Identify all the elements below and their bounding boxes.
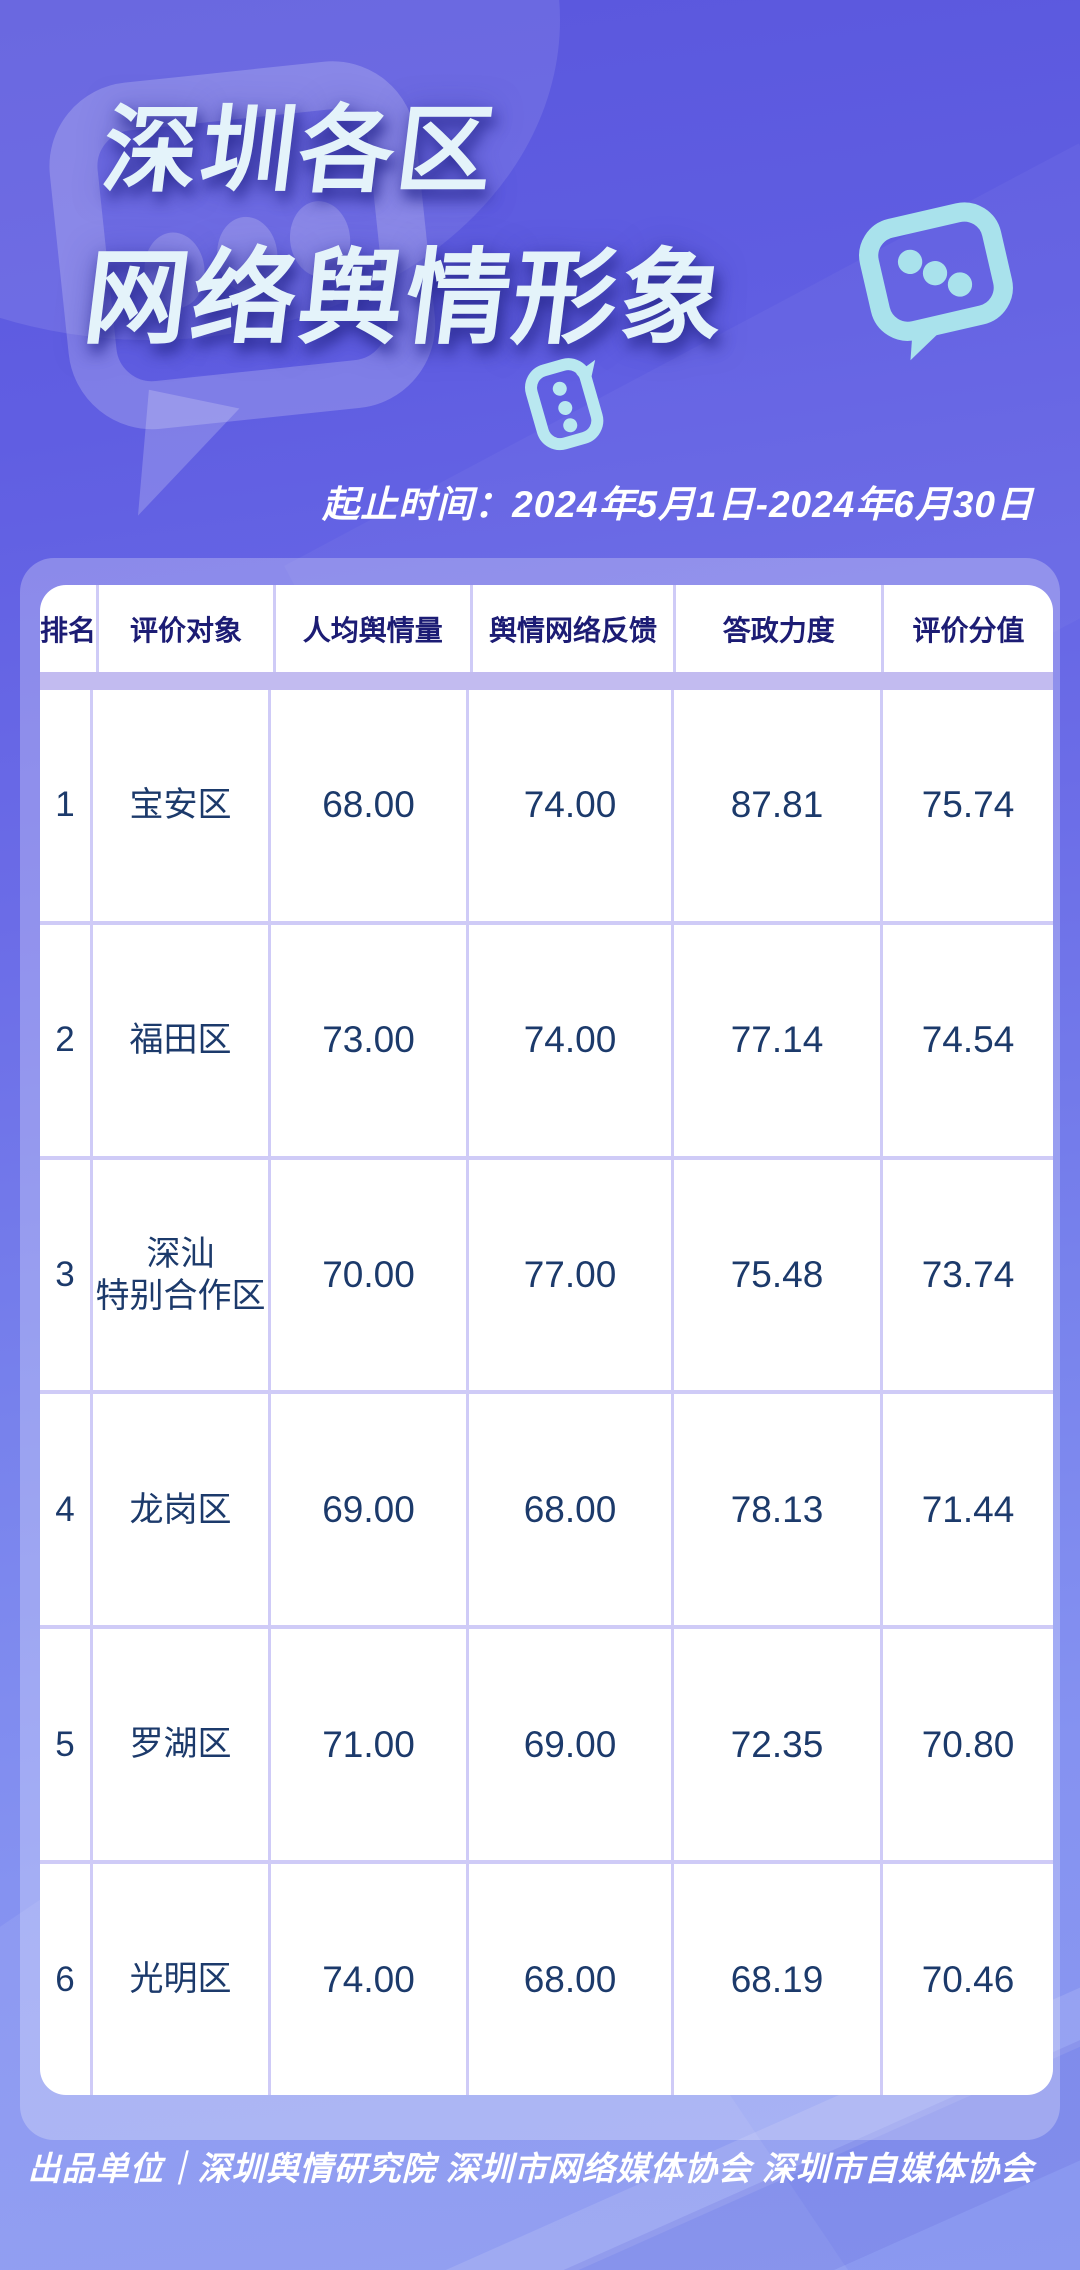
table-row: 3 深汕 特别合作区 70.00 77.00 75.48 73.74 [40,1159,1053,1395]
volume-cell: 68.00 [271,690,469,921]
header-divider-bar [40,672,1053,690]
feedback-cell: 74.00 [469,690,674,921]
ranking-table: 排名 评价对象 人均舆情量 舆情网络反馈 答政力度 评价分值 1 宝安区 68.… [40,585,1053,2095]
column-header-response: 答政力度 [676,585,885,672]
district-cell: 深汕 特别合作区 [93,1159,271,1391]
feedback-cell: 74.00 [469,924,674,1156]
rank-cell: 6 [40,1864,93,2095]
rank-cell: 5 [40,1629,93,1861]
feedback-cell: 68.00 [469,1864,674,2095]
column-header-feedback: 舆情网络反馈 [473,585,677,672]
table-row: 1 宝安区 68.00 74.00 87.81 75.74 [40,690,1053,925]
district-cell: 龙岗区 [93,1394,271,1626]
table-row: 4 龙岗区 69.00 68.00 78.13 71.44 [40,1394,1053,1630]
response-cell: 72.35 [674,1629,883,1861]
score-cell: 71.44 [921,1488,1015,1530]
column-header-volume: 人均舆情量 [276,585,473,672]
title-line-2: 网络舆情形象 [78,241,735,357]
volume-cell: 73.00 [271,924,469,1156]
rank-cell: 3 [40,1159,93,1391]
volume-cell: 74.00 [271,1864,469,2095]
response-cell: 68.19 [674,1864,883,2095]
district-cell: 宝安区 [93,690,271,921]
feedback-cell: 69.00 [469,1629,674,1861]
score-cell: 70.46 [921,1958,1015,2000]
response-cell: 77.14 [674,924,883,1156]
credit-line: 出品单位｜深圳舆情研究院 深圳市网络媒体协会 深圳市自媒体协会 [27,2150,1034,2187]
page-title: 深圳各区 网络舆情形象 [78,98,751,357]
score-cell: 70.80 [921,1723,1015,1765]
date-range-label: 起止时间：2024年5月1日-2024年6月30日 [322,484,1034,525]
district-cell: 罗湖区 [93,1629,271,1861]
district-cell: 福田区 [93,924,271,1156]
column-header-rank: 排名 [40,585,100,672]
rank-cell: 4 [40,1394,93,1626]
feedback-cell: 68.00 [469,1394,674,1626]
feedback-cell: 77.00 [469,1159,674,1391]
table-row: 6 光明区 74.00 68.00 68.19 70.46 [40,1864,1053,2095]
table-header-row: 排名 评价对象 人均舆情量 舆情网络反馈 答政力度 评价分值 [40,585,1053,672]
district-cell: 光明区 [93,1864,271,2095]
chat-bubble-three-dots-icon [859,202,1013,361]
response-cell: 78.13 [674,1394,883,1626]
volume-cell: 71.00 [271,1629,469,1861]
score-cell: 73.74 [921,1254,1015,1296]
title-line-1: 深圳各区 [96,98,502,204]
column-header-score: 评价分值 [912,614,1025,646]
rank-cell: 2 [40,924,93,1156]
volume-cell: 70.00 [271,1159,469,1391]
score-cell: 75.74 [921,784,1015,826]
response-cell: 87.81 [674,690,883,921]
column-header-district: 评价对象 [99,585,276,672]
volume-cell: 69.00 [271,1394,469,1626]
tilted-chat-bubble-icon [525,358,604,451]
rank-cell: 1 [40,690,93,921]
score-cell: 74.54 [921,1019,1015,1061]
response-cell: 75.48 [674,1159,883,1391]
table-row: 2 福田区 73.00 74.00 77.14 74.54 [40,924,1053,1160]
table-row: 5 罗湖区 71.00 69.00 72.35 70.80 [40,1629,1053,1865]
